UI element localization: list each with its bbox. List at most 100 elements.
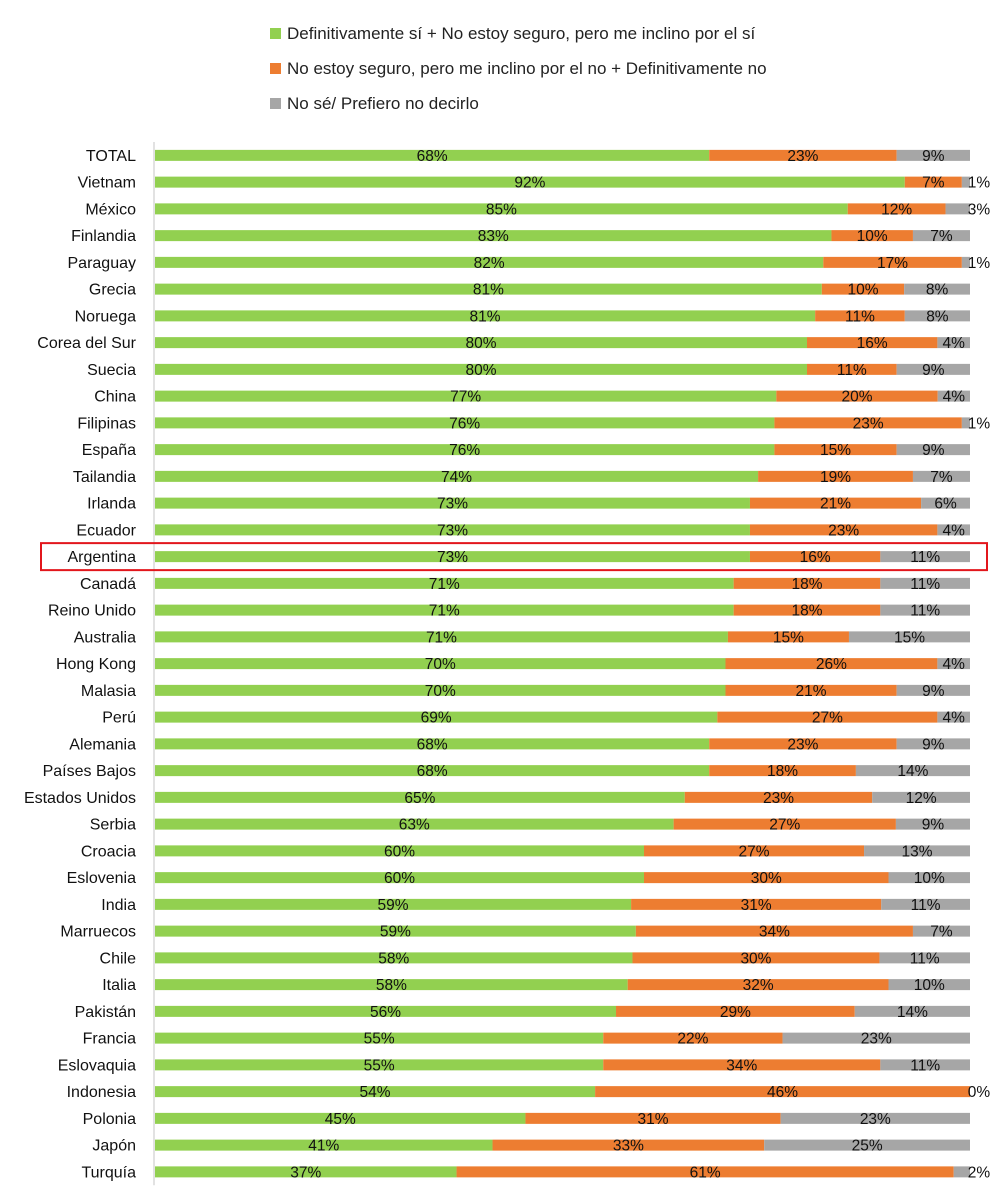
data-label-m-xico-s0: 85% <box>486 201 517 218</box>
bar-segment-estados-unidos-s2 <box>872 791 970 803</box>
bar-segment-marruecos-s2 <box>912 925 970 937</box>
bar-segment-chile-s2 <box>879 952 970 964</box>
data-label-irlanda-s0: 73% <box>437 496 468 513</box>
bar-segment-italia-s0 <box>155 979 628 991</box>
data-label-pakist-n-s0: 56% <box>370 1004 401 1021</box>
bar-segment-vietnam-s0 <box>155 176 905 188</box>
bar-segment-alemania-s1 <box>709 738 897 750</box>
category-label-suecia: Suecia <box>87 362 136 379</box>
data-label-per--s2: 4% <box>942 710 965 727</box>
data-label-chile-s0: 58% <box>378 950 409 967</box>
data-label-irlanda-s2: 6% <box>934 496 957 513</box>
category-label-eslovaquia: Eslovaquia <box>58 1057 136 1074</box>
data-label-paraguay-s0: 82% <box>474 255 505 272</box>
data-label-estados-unidos-s2: 12% <box>906 790 937 807</box>
category-label-polonia: Polonia <box>83 1111 136 1128</box>
data-label-ecuador-s1: 23% <box>828 522 859 539</box>
category-label-filipinas: Filipinas <box>77 415 136 432</box>
category-label-australia: Australia <box>74 629 136 646</box>
data-label-finlandia-s0: 83% <box>478 228 509 245</box>
bar-segment-tailandia-s1 <box>758 470 913 482</box>
bar-segment-grecia-s0 <box>155 283 822 295</box>
legend-swatch-no <box>270 63 281 74</box>
bar-segment-polonia-s1 <box>525 1112 781 1124</box>
data-label-polonia-s1: 31% <box>638 1111 669 1128</box>
bar-segment-malasia-s1 <box>725 684 897 696</box>
data-label-tailandia-s2: 7% <box>930 469 953 486</box>
bar-segment-chile-s1 <box>632 952 880 964</box>
bar-segment-serbia-s0 <box>155 818 674 830</box>
bar-segment-total-s1 <box>709 149 897 161</box>
bar-segment-suecia-s0 <box>155 363 807 375</box>
category-label-estados-unidos: Estados Unidos <box>24 790 136 807</box>
data-label-china-s2: 4% <box>943 389 966 406</box>
data-label-italia-s1: 32% <box>743 977 774 994</box>
data-label-reino-unido-s0: 71% <box>429 603 460 620</box>
data-label-corea-del-sur-s0: 80% <box>465 335 496 352</box>
bar-segment-pa-ses-bajos-s0 <box>155 765 710 777</box>
data-label-chile-s1: 30% <box>740 950 771 967</box>
bar-segment-jap-n-s1 <box>492 1139 765 1151</box>
category-label-corea-del-sur: Corea del Sur <box>37 335 136 352</box>
bar-segment-m-xico-s2 <box>945 203 970 215</box>
bar-segment-pa-ses-bajos-s1 <box>709 765 856 777</box>
bar-segment-eslovaquia-s0 <box>155 1059 604 1071</box>
bar-segment-per--s0 <box>155 711 718 723</box>
bar-segment-francia-s2 <box>782 1032 970 1044</box>
bar-segment-tailandia-s2 <box>912 470 970 482</box>
data-label-suecia-s2: 9% <box>922 362 945 379</box>
bar-segment-italia-s1 <box>627 979 889 991</box>
data-label-espa-a-s0: 76% <box>449 442 480 459</box>
data-label-turqu-a-s0: 37% <box>290 1164 321 1181</box>
bar-segment-irlanda-s0 <box>155 497 750 509</box>
data-label-paraguay-s2: 1% <box>968 255 991 272</box>
bar-segment-filipinas-s1 <box>774 417 962 429</box>
bar-segment-croacia-s2 <box>864 845 970 857</box>
data-label-noruega-s2: 8% <box>926 308 949 325</box>
data-label-noruega-s0: 81% <box>470 308 501 325</box>
data-label-australia-s1: 15% <box>773 629 804 646</box>
data-label-china-s1: 20% <box>842 389 873 406</box>
bar-segment-indonesia-s0 <box>155 1086 596 1098</box>
category-label-pa-ses-bajos: Países Bajos <box>43 763 136 780</box>
legend-label-no: No estoy seguro, pero me inclino por el … <box>287 58 767 78</box>
bar-segment-alemania-s2 <box>896 738 970 750</box>
data-label-hong-kong-s0: 70% <box>425 656 456 673</box>
data-label-australia-s2: 15% <box>894 629 925 646</box>
data-label-reino-unido-s2: 11% <box>910 603 940 620</box>
data-label-filipinas-s0: 76% <box>449 415 480 432</box>
bar-segment-espa-a-s2 <box>896 444 970 456</box>
bar-segment-francia-s0 <box>155 1032 604 1044</box>
bar-segment-italia-s2 <box>888 979 970 991</box>
data-label-tailandia-s1: 19% <box>820 469 851 486</box>
data-label-eslovaquia-s0: 55% <box>364 1057 395 1074</box>
bar-segment-vietnam-s1 <box>904 176 962 188</box>
category-label-grecia: Grecia <box>89 282 136 299</box>
data-label-total-s0: 68% <box>417 148 448 165</box>
bar-segment-estados-unidos-s0 <box>155 791 685 803</box>
data-label-suecia-s0: 80% <box>465 362 496 379</box>
data-label-filipinas-s1: 23% <box>853 415 884 432</box>
data-label-canad--s0: 71% <box>429 576 460 593</box>
bar-segment-per--s2 <box>937 711 970 723</box>
bar-segment-suecia-s2 <box>896 363 970 375</box>
category-label-paraguay: Paraguay <box>68 255 137 272</box>
bar-segment-corea-del-sur-s1 <box>807 337 938 349</box>
bar-segment-jap-n-s2 <box>764 1139 970 1151</box>
bar-segment-china-s2 <box>937 390 970 402</box>
data-label-marruecos-s1: 34% <box>759 924 790 941</box>
data-label-argentina-s1: 16% <box>800 549 831 566</box>
data-label-vietnam-s2: 1% <box>968 175 991 192</box>
highlight-box-argentina <box>40 542 988 572</box>
category-label-chile: Chile <box>100 950 137 967</box>
bar-segment-reino-unido-s1 <box>733 604 881 616</box>
category-label-hong-kong: Hong Kong <box>56 656 136 673</box>
bar-segment-croacia-s0 <box>155 845 644 857</box>
category-label-canad-: Canadá <box>80 576 136 593</box>
legend-item-unsure: No sé/ Prefiero no decirlo <box>270 86 767 121</box>
bar-segment-espa-a-s0 <box>155 444 775 456</box>
data-label-malasia-s2: 9% <box>922 683 945 700</box>
data-label-vietnam-s0: 92% <box>514 175 545 192</box>
data-label-espa-a-s2: 9% <box>922 442 945 459</box>
bar-segment-suecia-s1 <box>807 363 897 375</box>
